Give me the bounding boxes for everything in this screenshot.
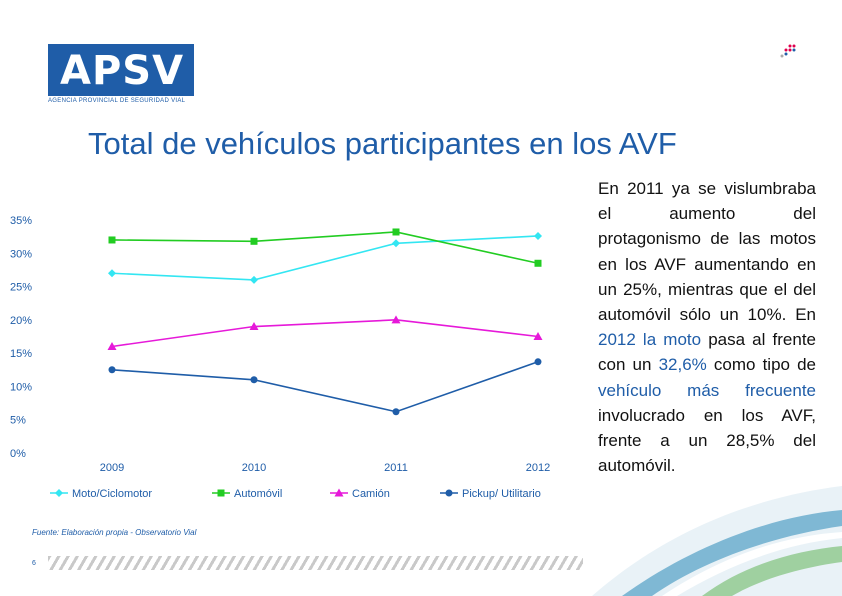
commentary-text: En 2011 ya se vislumbraba el aumento del… [598,176,816,478]
data-point [334,488,344,497]
legend-label: Camión [352,488,390,500]
data-point [445,489,453,497]
dots-icon [780,44,796,58]
highlight-vehicle: vehículo más frecuente [598,380,816,400]
series-line [111,231,539,265]
data-point [108,269,116,278]
highlight-percent: 32,6% [658,355,707,375]
y-tick-label: 15% [10,348,32,360]
y-tick-label: 25% [10,282,32,294]
y-tick-label: 5% [10,415,26,427]
data-point [250,376,258,384]
x-tick-label: 2009 [100,462,124,474]
highlight-year: 2012 la moto [598,330,702,350]
data-point [391,315,401,324]
series-line [111,235,539,281]
legend-label: Pickup/ Utilitario [462,488,541,500]
commentary-part-1: En 2011 ya se vislumbraba el aumento del… [598,179,816,325]
data-point [107,341,117,350]
page-title: Total de vehículos participantes en los … [88,126,677,161]
x-tick-label: 2010 [242,462,266,474]
apsv-logo: APSV AGENCIA PROVINCIAL DE SEGURIDAD VIA… [48,44,196,110]
x-tick-label: 2011 [384,462,408,474]
data-point [533,332,543,340]
logo-subtitle: AGENCIA PROVINCIAL DE SEGURIDAD VIAL [48,98,186,104]
data-point [534,358,542,366]
series-line [111,319,539,348]
logo-badge: APSV [48,44,194,96]
x-tick-label: 2012 [526,462,550,474]
source-note: Fuente: Elaboración propia - Observatori… [32,528,197,537]
decorative-stripe [48,556,583,570]
series-line [111,361,539,413]
data-point [55,489,63,497]
data-point [392,408,400,416]
data-point [250,237,258,245]
data-point [392,239,400,248]
data-point [108,366,116,374]
data-point [249,322,259,331]
commentary-part-3: como tipo de [713,355,817,375]
data-point [534,231,542,240]
y-tick-label: 10% [10,381,32,393]
decorative-swoosh [592,486,842,596]
data-point [250,275,258,284]
data-point [217,489,225,497]
legend-label: Automóvil [234,488,282,500]
y-tick-label: 35% [10,215,32,227]
y-tick-label: 0% [10,448,26,460]
data-point [534,259,542,267]
y-tick-label: 20% [10,315,32,327]
commentary-part-4: involucrado en los AVF, frente a un 28,5… [598,405,816,476]
data-point [108,236,116,244]
legend-label: Moto/Ciclomotor [72,488,152,500]
y-tick-label: 30% [10,248,32,260]
logo-text: APSV [60,48,185,94]
page-number: 6 [32,560,36,567]
data-point [392,228,400,236]
commentary-part-2: pasa al frente con un [598,330,816,375]
line-chart: 0% 5% 10% 15% 20% 25% 30% 35% 2009 2010 2011 2012 Mo… [10,215,550,500]
